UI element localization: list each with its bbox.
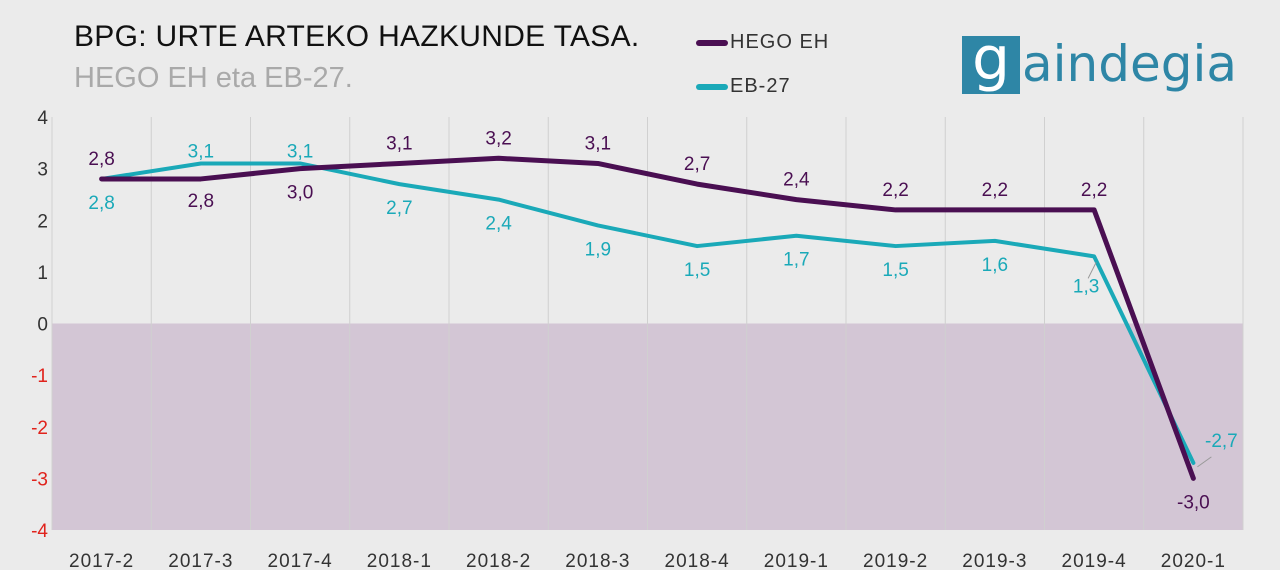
- x-tick-label: 2017-2: [69, 551, 134, 570]
- y-tick-label: -1: [31, 366, 48, 387]
- logo-text: aindegia: [1022, 35, 1237, 93]
- data-label-hego-eh: 3,2: [485, 128, 511, 149]
- legend-label-eb27: EB-27: [730, 75, 791, 97]
- x-tick-label: 2018-3: [565, 551, 630, 570]
- data-label-eb27: 1,6: [982, 255, 1008, 276]
- x-tick-label: 2019-4: [1062, 551, 1127, 570]
- x-tick-label: 2018-2: [466, 551, 531, 570]
- x-tick-label: 2018-4: [665, 551, 730, 570]
- y-tick-label: -3: [31, 469, 48, 490]
- y-tick-label: 2: [37, 211, 48, 232]
- chart-title: BPG: URTE ARTEKO HAZKUNDE TASA.: [74, 20, 640, 53]
- y-tick-label: 1: [37, 263, 48, 284]
- data-label-eb27: 3,1: [188, 141, 214, 162]
- chart-subtitle: HEGO EH eta EB-27.: [74, 62, 353, 94]
- data-label-hego-eh: 2,4: [783, 170, 810, 191]
- series-line-eb27: [99, 161, 1196, 465]
- data-label-hego-eh: 3,1: [585, 133, 611, 154]
- data-label-eb27: 1,9: [585, 239, 611, 260]
- legend-item-hego-eh: HEGO EH: [696, 31, 829, 54]
- data-label-eb27: 1,5: [882, 260, 908, 281]
- leader-line: [1197, 456, 1212, 468]
- legend-label-hego-eh: HEGO EH: [730, 31, 830, 53]
- data-label-eb27: -2,7: [1205, 431, 1238, 452]
- data-label-eb27: 1,3: [1073, 276, 1099, 297]
- leader-line: [1087, 262, 1097, 279]
- data-label-eb27: 1,7: [783, 250, 809, 271]
- data-label-eb27: 2,7: [386, 198, 412, 219]
- gaindegia-logo: g aindegia: [962, 36, 1237, 106]
- data-label-hego-eh: 2,2: [882, 180, 908, 201]
- x-tick-label: 2019-1: [764, 551, 829, 570]
- legend-item-eb27: EB-27: [696, 75, 791, 98]
- x-tick-label: 2018-1: [367, 551, 432, 570]
- logo-box: g: [962, 36, 1020, 94]
- x-tick-label: 2017-4: [268, 551, 333, 570]
- data-label-eb27: 3,1: [287, 141, 313, 162]
- y-tick-label: 3: [37, 160, 48, 181]
- y-tick-label: 0: [37, 315, 48, 336]
- data-label-hego-eh: 2,2: [982, 180, 1008, 201]
- data-label-eb27: 2,4: [485, 214, 512, 235]
- legend-swatch-hego-eh: [696, 39, 728, 46]
- series-line-hego-eh: [99, 155, 1196, 481]
- data-label-eb27: 2,8: [88, 193, 114, 214]
- data-label-hego-eh: 2,8: [188, 191, 214, 212]
- data-label-hego-eh: 2,7: [684, 154, 710, 175]
- x-tick-label: 2017-3: [168, 551, 233, 570]
- legend-swatch-eb27: [696, 83, 728, 90]
- x-tick-label: 2020-1: [1161, 551, 1226, 570]
- y-tick-label: 4: [37, 108, 48, 129]
- data-label-hego-eh: 2,8: [88, 149, 114, 170]
- data-label-hego-eh: -3,0: [1177, 492, 1210, 513]
- data-label-hego-eh: 3,1: [386, 133, 412, 154]
- y-tick-label: -2: [31, 418, 48, 439]
- y-tick-label: -4: [31, 521, 48, 542]
- data-label-eb27: 1,5: [684, 260, 710, 281]
- x-tick-label: 2019-2: [863, 551, 928, 570]
- data-label-hego-eh: 3,0: [287, 183, 313, 204]
- x-tick-label: 2019-3: [962, 551, 1027, 570]
- data-label-hego-eh: 2,2: [1081, 180, 1107, 201]
